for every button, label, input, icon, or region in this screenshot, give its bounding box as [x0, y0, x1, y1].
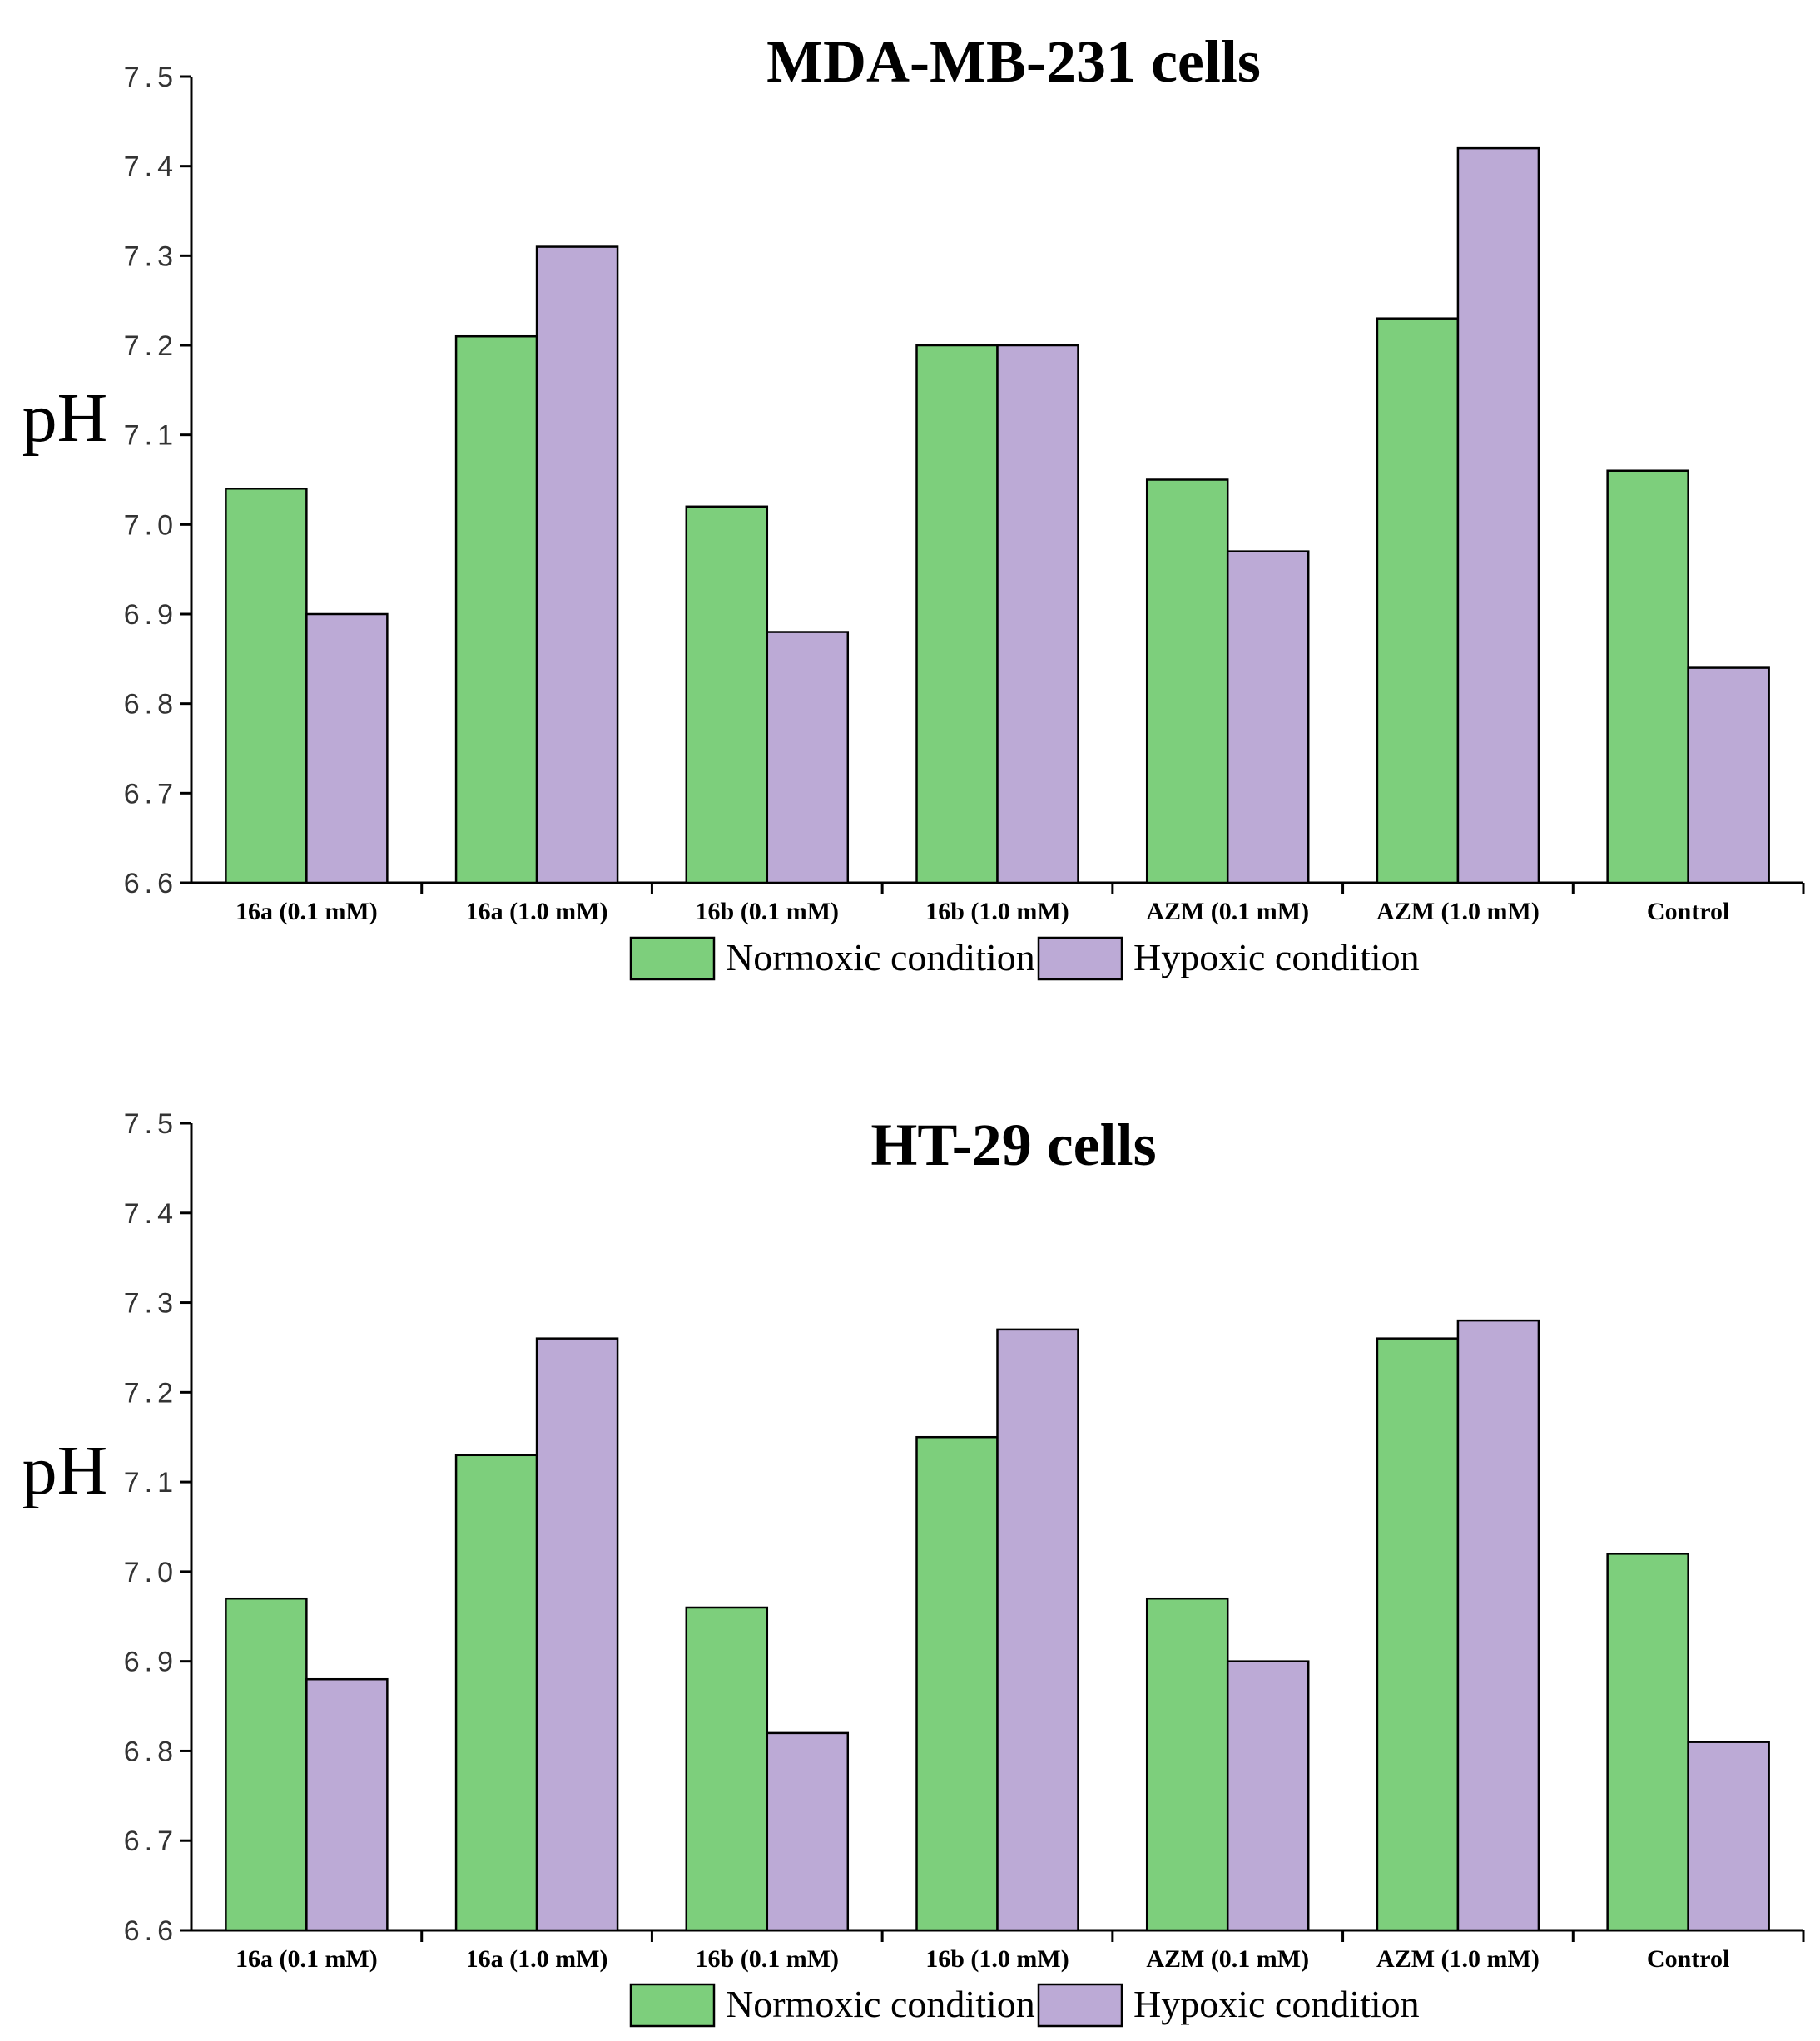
bar-normoxic-condition-16b-0-1-mm	[685, 1606, 769, 1932]
x-tick-label: 16b (0.1 mM)	[696, 898, 839, 925]
x-tick-label: AZM (1.0 mM)	[1376, 898, 1540, 925]
x-tick-label: 16b (1.0 mM)	[925, 1945, 1069, 1973]
y-tick-label: 7.0	[124, 509, 178, 541]
legend-swatch-normoxic-condition	[629, 936, 716, 981]
chart-title: MDA-MB-231 cells	[766, 28, 1261, 95]
bar-normoxic-condition-azm-1-0-mm	[1376, 1337, 1460, 1932]
bar-normoxic-condition-16a-0-1-mm	[225, 1597, 308, 1932]
bar-normoxic-condition-azm-0-1-mm	[1145, 1597, 1229, 1932]
bar-normoxic-condition-16b-1-0-mm	[915, 1435, 999, 1932]
bar-normoxic-condition-azm-1-0-mm	[1376, 317, 1460, 884]
y-tick-label: 7.5	[124, 62, 178, 93]
bar-hypoxic-condition-16b-0-1-mm	[766, 1731, 850, 1932]
bar-hypoxic-condition-azm-1-0-mm	[1456, 1319, 1540, 1932]
bar-normoxic-condition-16a-0-1-mm	[225, 488, 308, 884]
y-tick-label: 7.4	[124, 1198, 178, 1230]
bar-hypoxic-condition-azm-1-0-mm	[1456, 146, 1540, 884]
x-tick-label: 16a (0.1 mM)	[236, 898, 378, 925]
bar-hypoxic-condition-16b-1-0-mm	[996, 1328, 1079, 1932]
y-tick-label: 6.6	[124, 1915, 178, 1947]
x-tick-label: 16b (0.1 mM)	[696, 1945, 839, 1973]
y-tick-label: 6.7	[124, 778, 178, 810]
chart-title: HT-29 cells	[870, 1112, 1156, 1178]
legend-label-normoxic-condition: Normoxic condition	[726, 936, 1035, 978]
y-tick-label: 7.5	[124, 1108, 178, 1140]
x-tick-label: 16a (1.0 mM)	[466, 898, 608, 925]
x-tick-label: Control	[1647, 1945, 1729, 1973]
legend-label-hypoxic-condition: Hypoxic condition	[1133, 1983, 1420, 2025]
y-tick-label: 7.2	[124, 1377, 178, 1409]
bar-normoxic-condition-control	[1606, 469, 1689, 884]
bar-hypoxic-condition-16a-1-0-mm	[535, 245, 619, 884]
bar-hypoxic-condition-control	[1687, 666, 1770, 884]
x-tick-label: AZM (0.1 mM)	[1146, 898, 1309, 925]
bar-normoxic-condition-16a-1-0-mm	[454, 1454, 538, 1932]
bar-hypoxic-condition-azm-0-1-mm	[1226, 1660, 1310, 1932]
legend-label-normoxic-condition: Normoxic condition	[726, 1983, 1035, 2025]
y-tick-label: 6.8	[124, 1736, 178, 1767]
chart-ht-29: HT-29 cells pH 7.5 7.4 7.3 7.2 7.1 7.0 6.9 6.8 6.7…	[22, 1108, 1805, 2028]
bar-hypoxic-condition-control	[1687, 1741, 1770, 1932]
bar-hypoxic-condition-16a-1-0-mm	[535, 1337, 619, 1932]
x-tick-label: AZM (1.0 mM)	[1376, 1945, 1540, 1973]
y-axis-label: pH	[22, 379, 108, 457]
y-tick-label: 6.7	[124, 1826, 178, 1857]
y-axis-label: pH	[22, 1432, 108, 1509]
y-tick-label: 6.9	[124, 599, 178, 631]
y-tick-label: 7.3	[124, 1288, 178, 1320]
bar-normoxic-condition-16b-1-0-mm	[915, 344, 999, 884]
y-tick-label: 7.1	[124, 420, 178, 452]
legend-label-hypoxic-condition: Hypoxic condition	[1133, 936, 1420, 978]
y-tick-label: 7.0	[124, 1557, 178, 1588]
bar-hypoxic-condition-azm-0-1-mm	[1226, 550, 1310, 884]
x-tick-label: 16a (1.0 mM)	[466, 1945, 608, 1973]
x-tick-label: AZM (0.1 mM)	[1146, 1945, 1309, 1973]
legend-swatch-normoxic-condition	[629, 1983, 716, 2028]
bar-hypoxic-condition-16a-0-1-mm	[305, 612, 389, 884]
y-tick-label: 7.2	[124, 330, 178, 362]
y-tick-label: 6.6	[124, 868, 178, 899]
y-tick-label: 7.1	[124, 1467, 178, 1499]
bar-normoxic-condition-16a-1-0-mm	[454, 334, 538, 884]
bar-hypoxic-condition-16b-0-1-mm	[766, 631, 850, 884]
bar-normoxic-condition-azm-0-1-mm	[1145, 478, 1229, 884]
chart-mda-mb-231: MDA-MB-231 cells pH 7.5 7.4 7.3 7.2 7.1 7.0 6.9 6…	[22, 28, 1805, 981]
bar-hypoxic-condition-16b-1-0-mm	[996, 344, 1079, 884]
bar-hypoxic-condition-16a-0-1-mm	[305, 1677, 389, 1932]
y-tick-label: 6.8	[124, 689, 178, 721]
bar-normoxic-condition-control	[1606, 1553, 1689, 1932]
legend-swatch-hypoxic-condition	[1037, 936, 1123, 981]
y-tick-label: 6.9	[124, 1647, 178, 1678]
bar-normoxic-condition-16b-0-1-mm	[685, 505, 769, 884]
y-tick-label: 7.4	[124, 151, 178, 183]
y-tick-label: 7.3	[124, 240, 178, 272]
x-tick-label: Control	[1647, 898, 1729, 925]
x-tick-label: 16a (0.1 mM)	[236, 1945, 378, 1973]
x-tick-label: 16b (1.0 mM)	[925, 898, 1069, 925]
legend-swatch-hypoxic-condition	[1037, 1983, 1123, 2028]
